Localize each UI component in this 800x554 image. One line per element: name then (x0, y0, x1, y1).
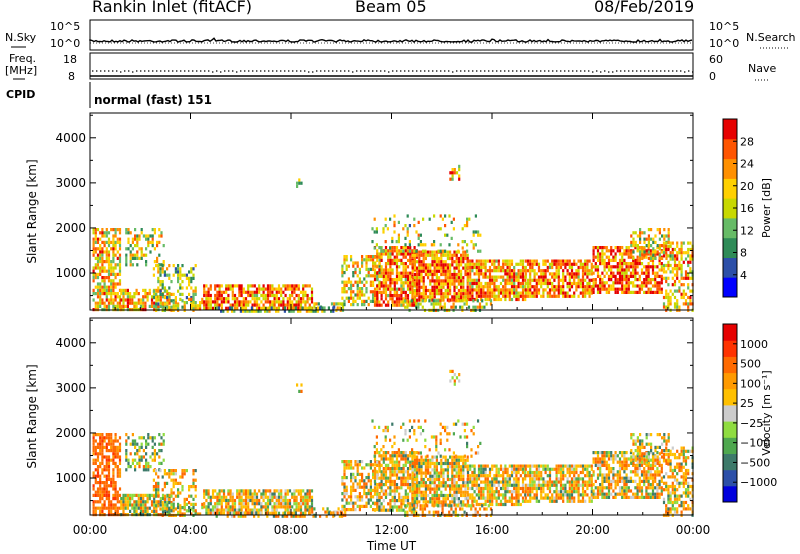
xtick-label: 00:00 (73, 523, 108, 537)
power-colorbar-segment (723, 198, 737, 219)
cpid-label: CPID (6, 88, 36, 101)
power-colorbar-label: 12 (740, 224, 754, 237)
velocity-ytick-label: 1000 (55, 471, 86, 485)
xtick-label: 08:00 (274, 523, 309, 537)
xtick-label: 20:00 (575, 523, 610, 537)
velocity-colorbar-segment (723, 485, 737, 503)
velocity-colorbar-label: 500 (740, 358, 761, 371)
velocity-colorbar-label: 25 (740, 397, 754, 410)
nave-top-tick: 60 (709, 53, 723, 66)
xaxis-label: Time UT (366, 539, 417, 553)
freq-bottom-tick: 8 (68, 70, 75, 83)
freq-label-2: [MHz] (5, 64, 38, 77)
power-colorbar-segment (723, 178, 737, 199)
power-colorbar-segment (723, 119, 737, 140)
nsearch-bottom-tick: 10^0 (709, 37, 740, 50)
velocity-ytick-label: 3000 (55, 381, 86, 395)
velocity-ytick-label: 2000 (55, 426, 86, 440)
velocity-colorbar-label: 1000 (740, 338, 768, 351)
power-ytick-label: 2000 (55, 221, 86, 235)
power-colorbar-segment (723, 158, 737, 179)
power-colorbar-segment (723, 237, 737, 258)
power-colorbar-segment (723, 217, 737, 239)
velocity-colorbar-segment (723, 437, 737, 454)
nsearch-top-tick: 10^5 (709, 20, 740, 33)
power-ytick-label: 3000 (55, 176, 86, 190)
xtick-label: 04:00 (173, 523, 208, 537)
power-colorbar-label: 16 (740, 202, 754, 215)
nave-bottom-tick: 0 (709, 70, 716, 83)
freq-top-tick: 18 (63, 53, 77, 66)
velocity-colorbar-label: −1000 (740, 476, 777, 489)
nave-trace (92, 70, 694, 73)
velocity-colorbar-label: 100 (740, 377, 761, 390)
power-colorbar-label: 4 (740, 269, 747, 282)
power-colorbar-label: 24 (740, 158, 754, 171)
xtick-label: 12:00 (374, 523, 409, 537)
nsearch-label: N.Search (746, 31, 796, 44)
nsky-panel-frame (89, 19, 694, 51)
nsky-top-tick: 10^5 (50, 20, 81, 33)
nave-label: Nave (748, 62, 777, 75)
velocity-heatmap-cells (92, 369, 694, 518)
velocity-colorbar-title: Velocity [m s⁻¹] (760, 370, 773, 455)
velocity-colorbar-segment (723, 388, 737, 406)
date-label: 08/Feb/2019 (594, 0, 695, 16)
velocity-colorbar-segment (723, 469, 737, 487)
velocity-colorbar-frame (722, 323, 738, 503)
velocity-colorbar-segment (723, 421, 737, 438)
power-ytick-label: 4000 (55, 131, 86, 145)
beam-label: Beam 05 (355, 0, 427, 16)
power-ylabel: Slant Range [km] (25, 159, 39, 263)
nsky-label: N.Sky (5, 31, 37, 44)
velocity-ytick-label: 4000 (55, 336, 86, 350)
power-colorbar-title: Power [dB] (760, 178, 773, 238)
velocity-colorbar-segment (723, 372, 737, 390)
power-ytick-label: 1000 (55, 266, 86, 280)
xtick-label: 00:00 (676, 523, 711, 537)
velocity-colorbar-segment (723, 404, 737, 422)
nsky-bottom-tick: 10^0 (50, 37, 81, 50)
nsky-trace (89, 37, 693, 43)
velocity-colorbar-segment (723, 340, 737, 357)
cpid-mode: normal (fast) 151 (94, 93, 212, 107)
velocity-colorbar-label: −500 (740, 456, 770, 469)
power-colorbar-label: 8 (740, 247, 747, 260)
velocity-colorbar-segment (723, 453, 737, 471)
velocity-colorbar-segment (723, 324, 737, 341)
velocity-colorbar-segment (723, 356, 737, 374)
radar-title: Rankin Inlet (fitACF) (92, 0, 253, 16)
power-heatmap-cells (92, 164, 694, 313)
freq-label-1: Freq. (9, 52, 37, 65)
xtick-label: 16:00 (475, 523, 510, 537)
velocity-colorbar-label: −25 (740, 417, 763, 430)
power-colorbar-segment (723, 277, 737, 298)
freq-panel-frame (89, 52, 694, 80)
power-colorbar-segment (723, 138, 737, 160)
power-colorbar-label: 28 (740, 135, 754, 148)
velocity-ylabel: Slant Range [km] (25, 364, 39, 468)
power-colorbar-label: 20 (740, 180, 754, 193)
velocity-colorbar-label: −100 (740, 437, 770, 450)
power-colorbar-segment (723, 257, 737, 278)
